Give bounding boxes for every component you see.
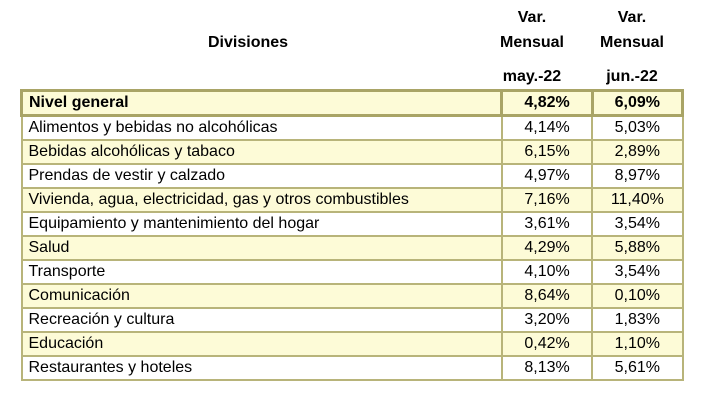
division-name: Transporte: [20, 259, 503, 285]
table-header: Divisiones Var. Mensual may.-22 Var. Men…: [0, 0, 720, 90]
value-jun: 3,54%: [591, 211, 684, 237]
value-may: 8,64%: [500, 283, 594, 309]
division-name: Vivienda, agua, electricidad, gas y otro…: [20, 187, 503, 213]
table-row: Prendas de vestir y calzado 4,97% 8,97%: [20, 163, 684, 189]
col-header-jun: Var. Mensual jun.-22: [584, 5, 680, 89]
value-may: 0,42%: [500, 331, 594, 357]
value-jun: 8,97%: [591, 163, 684, 189]
table-row: Vivienda, agua, electricidad, gas y otro…: [20, 187, 684, 213]
division-name: Alimentos y bebidas no alcohólicas: [20, 114, 503, 141]
divisiones-header: Divisiones: [208, 34, 289, 51]
col2-line1: Var.: [617, 9, 647, 26]
col2-period: jun.-22: [606, 68, 658, 85]
value-may: 4,82%: [500, 89, 594, 117]
value-jun: 2,89%: [591, 139, 684, 165]
value-jun: 5,88%: [591, 235, 684, 261]
division-name: Recreación y cultura: [20, 307, 503, 333]
value-jun: 5,03%: [591, 114, 684, 141]
col2-line2: Mensual: [599, 34, 664, 51]
value-may: 4,10%: [500, 259, 594, 285]
table-row: Comunicación 8,64% 0,10%: [20, 283, 684, 309]
col-header-may: Var. Mensual may.-22: [484, 5, 580, 89]
value-jun: 0,10%: [591, 283, 684, 309]
value-may: 3,61%: [500, 211, 594, 237]
division-name: Educación: [20, 331, 503, 357]
division-name: Nivel general: [19, 89, 504, 117]
value-jun: 1,10%: [591, 331, 684, 357]
value-may: 4,97%: [500, 163, 594, 189]
table-row: Nivel general 4,82% 6,09%: [19, 89, 685, 117]
table-row: Recreación y cultura 3,20% 1,83%: [20, 307, 684, 333]
division-name: Prendas de vestir y calzado: [20, 163, 503, 189]
division-name: Salud: [20, 235, 503, 261]
division-name: Equipamiento y mantenimiento del hogar: [20, 211, 503, 237]
cpi-table: Nivel general 4,82% 6,09% Alimentos y be…: [19, 89, 685, 381]
value-may: 8,13%: [500, 355, 594, 381]
value-jun: 6,09%: [590, 89, 685, 117]
col1-period: may.-22: [502, 68, 562, 85]
value-may: 4,14%: [500, 114, 594, 141]
value-may: 6,15%: [500, 139, 594, 165]
table-row: Alimentos y bebidas no alcohólicas 4,14%…: [20, 114, 684, 141]
value-jun: 3,54%: [591, 259, 684, 285]
value-jun: 5,61%: [591, 355, 684, 381]
value-jun: 1,83%: [591, 307, 684, 333]
col1-line1: Var.: [517, 9, 547, 26]
table-row: Restaurantes y hoteles 8,13% 5,61%: [20, 355, 684, 381]
table-row: Salud 4,29% 5,88%: [20, 235, 684, 261]
value-may: 7,16%: [500, 187, 594, 213]
table-row: Equipamiento y mantenimiento del hogar 3…: [20, 211, 684, 237]
value-jun: 11,40%: [591, 187, 684, 213]
table-row: Educación 0,42% 1,10%: [20, 331, 684, 357]
col1-line2: Mensual: [499, 34, 564, 51]
table-row: Bebidas alcohólicas y tabaco 6,15% 2,89%: [20, 139, 684, 165]
value-may: 4,29%: [500, 235, 594, 261]
value-may: 3,20%: [500, 307, 594, 333]
division-name: Restaurantes y hoteles: [20, 355, 503, 381]
division-name: Comunicación: [20, 283, 503, 309]
division-name: Bebidas alcohólicas y tabaco: [20, 139, 503, 165]
table-row: Transporte 4,10% 3,54%: [20, 259, 684, 285]
